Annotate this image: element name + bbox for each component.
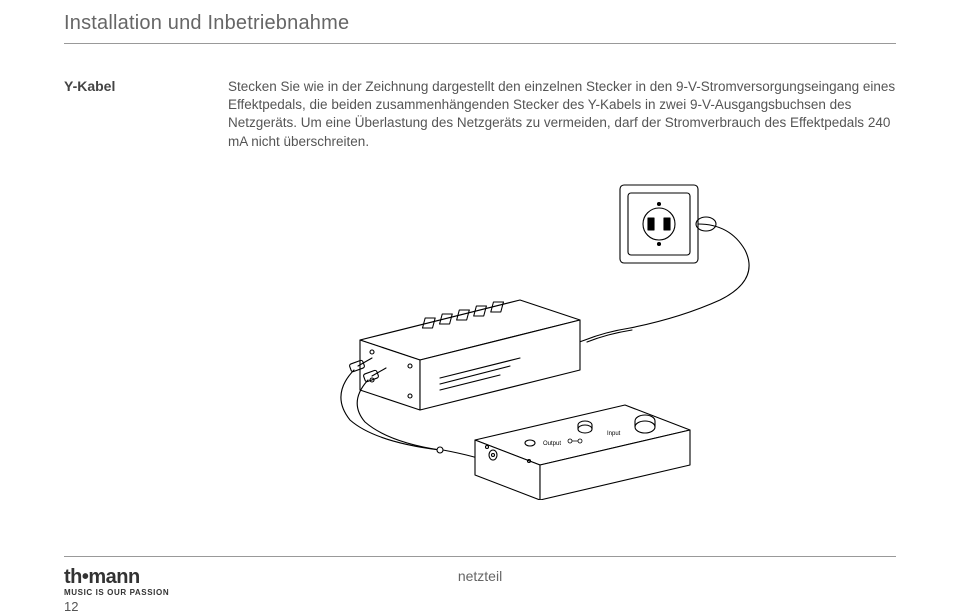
brand-tagline: MUSIC IS OUR PASSION xyxy=(64,588,169,597)
footer-product-name: netzteil xyxy=(458,568,502,584)
brand-logo: th•mann xyxy=(64,566,140,589)
section-label: Y-Kabel xyxy=(64,78,184,151)
wiring-diagram: Output Input xyxy=(300,180,780,500)
page-number: 12 xyxy=(64,599,78,614)
pedal-input-label: Input xyxy=(607,431,621,437)
pedal-output-label: Output xyxy=(543,441,561,447)
body-text: Stecken Sie wie in der Zeichnung dargest… xyxy=(228,78,896,151)
page-title: Installation und Inbetriebnahme xyxy=(64,12,349,34)
footer-divider xyxy=(64,556,896,557)
